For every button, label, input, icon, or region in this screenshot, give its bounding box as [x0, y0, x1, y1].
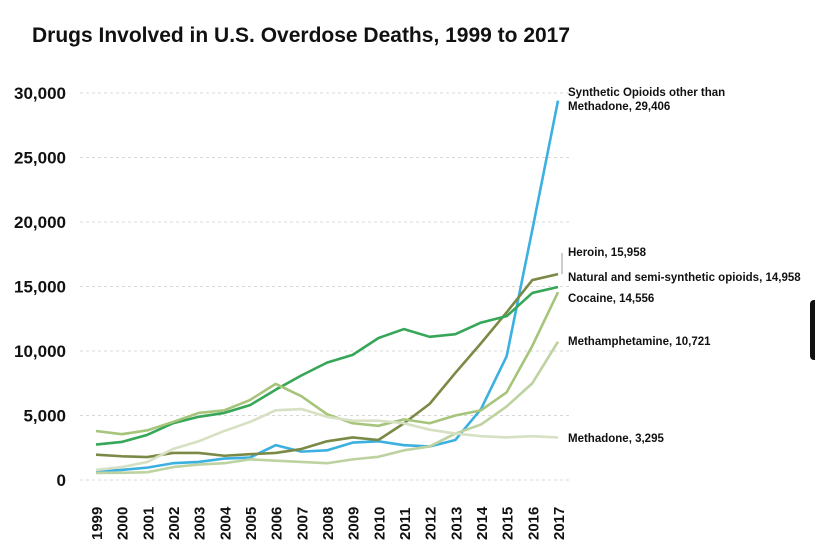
series-end-label: Methamphetamine, 10,721: [568, 336, 711, 348]
x-tick-label: 2010: [371, 507, 388, 540]
y-tick-label: 25,000: [14, 149, 66, 168]
y-tick-label: 15,000: [14, 278, 66, 297]
y-tick-label: 5,000: [23, 407, 66, 426]
x-tick-label: 2011: [397, 507, 414, 540]
x-tick-label: 2006: [269, 507, 286, 540]
x-tick-label: 2008: [320, 507, 337, 540]
x-tick-label: 2017: [551, 507, 568, 540]
chart-title: Drugs Involved in U.S. Overdose Deaths, …: [32, 24, 570, 47]
series-line: [95, 341, 560, 475]
x-tick-label: 2003: [192, 507, 209, 540]
x-tick-label: 2009: [346, 507, 363, 540]
x-tick-label: 1999: [89, 507, 106, 540]
x-tick-label: 2002: [166, 507, 183, 540]
y-tick-label: 30,000: [14, 84, 66, 103]
side-tab[interactable]: [810, 300, 815, 360]
x-tick-label: 2012: [423, 507, 440, 540]
x-tick-label: 2013: [448, 507, 465, 540]
x-tick-label: 2016: [525, 507, 542, 540]
y-tick-label: 10,000: [14, 342, 66, 361]
series-line: [95, 272, 559, 459]
series-end-label: Synthetic Opioids other than Methadone, …: [568, 87, 726, 113]
x-tick-label: 2001: [140, 507, 157, 540]
x-tick-label: 2004: [217, 506, 234, 540]
series-line: [95, 291, 560, 436]
series-line: [95, 407, 559, 472]
series-end-label: Cocaine, 14,556: [568, 293, 655, 305]
series-end-label: Methadone, 3,295: [568, 433, 664, 445]
series-end-label: Heroin, 15,958: [568, 247, 646, 259]
x-tick-label: 2005: [243, 507, 260, 540]
series-line: [95, 285, 559, 446]
x-tick-label: 2014: [474, 506, 491, 540]
x-tick-label: 2015: [500, 507, 517, 540]
y-tick-label: 20,000: [14, 213, 66, 232]
y-tick-label: 0: [57, 471, 66, 490]
series-end-label: Natural and semi-synthetic opioids, 14,9…: [568, 272, 801, 284]
x-tick-label: 2000: [115, 507, 132, 540]
x-tick-label: 2007: [294, 507, 311, 540]
